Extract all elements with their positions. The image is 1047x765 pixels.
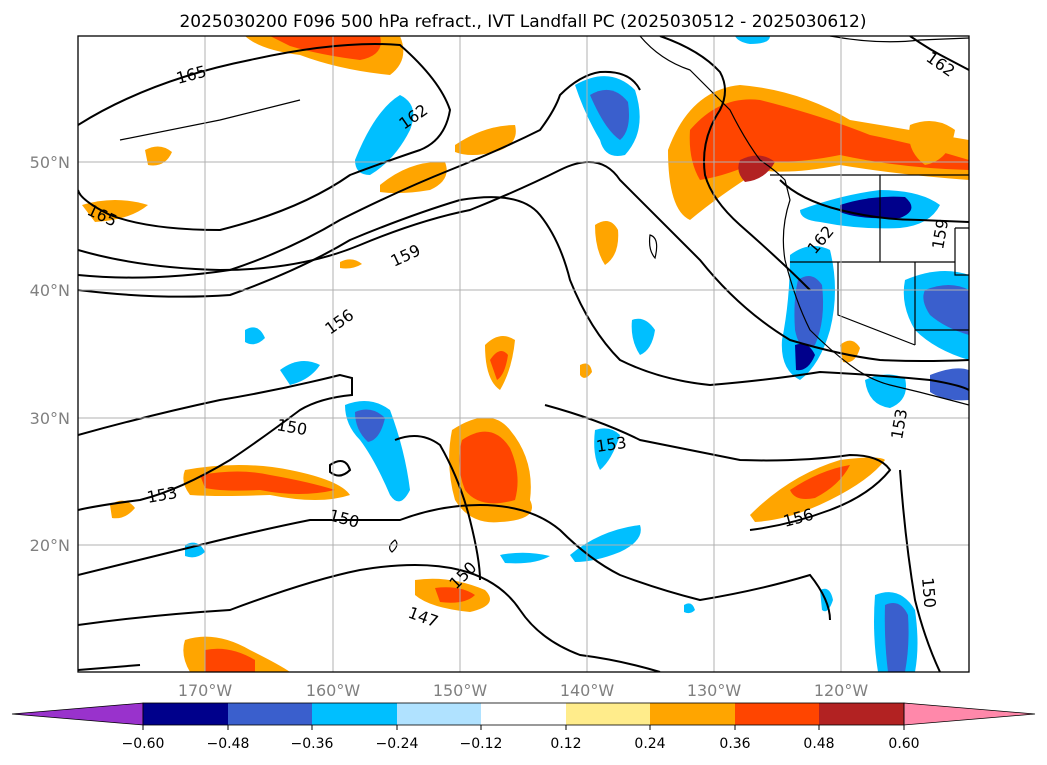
lon-label: 140°W <box>560 681 615 700</box>
colorbar-tick-label: 0.48 <box>803 736 834 752</box>
graticule <box>78 36 969 672</box>
colorbar-segment <box>312 703 397 725</box>
lon-label: 120°W <box>814 681 869 700</box>
colorbar-tick-label: 0.36 <box>719 736 750 752</box>
lat-label: 30°N <box>30 409 70 428</box>
colorbar-tick-label: 0.12 <box>550 736 581 752</box>
contour-label: 153 <box>595 433 628 456</box>
map-frame <box>77 35 970 673</box>
lon-label: 170°W <box>178 681 233 700</box>
colorbar-tick-label: 0.60 <box>888 736 919 752</box>
colorbar-segment <box>143 703 228 725</box>
lon-label: 130°W <box>687 681 742 700</box>
map-title: 2025030200 F096 500 hPa refract., IVT La… <box>179 12 866 32</box>
colorbar-tick-label: −0.36 <box>291 736 334 752</box>
colorbar-tick-label: −0.24 <box>376 736 419 752</box>
colorbar-tick-label: −0.12 <box>460 736 503 752</box>
lat-label: 40°N <box>30 281 70 300</box>
colorbar-segment <box>819 703 904 725</box>
colorbar-segment <box>397 703 481 725</box>
contour-lines <box>78 36 969 672</box>
lat-label: 20°N <box>30 536 70 555</box>
colorbar-segment <box>481 703 566 725</box>
colorbar-ticks <box>142 725 905 730</box>
lon-label: 160°W <box>306 681 361 700</box>
colorbar-tick-label: −0.60 <box>122 736 165 752</box>
contour-label: 150 <box>918 577 940 609</box>
colorbar-tick-label: −0.48 <box>207 736 250 752</box>
colorbar-segment <box>735 703 819 725</box>
latitude-labels: 50°N 40°N 30°N 20°N <box>30 153 70 555</box>
colorbar-segment <box>650 703 735 725</box>
lat-label: 50°N <box>30 153 70 172</box>
colorbar-frame <box>142 702 905 726</box>
colorbar-extend-high <box>903 702 1036 726</box>
coastlines <box>119 36 969 553</box>
colorbar-extend-low <box>11 702 144 726</box>
longitude-labels: 170°W 160°W 150°W 140°W 130°W 120°W <box>178 681 869 700</box>
map-panel: 165 165 162 162 162 159 159 156 156 153 … <box>77 35 970 673</box>
colorbar: −0.60 −0.48 −0.36 −0.24 −0.12 0.12 0.24 … <box>11 702 1036 752</box>
lon-label: 150°W <box>433 681 488 700</box>
colorbar-segment <box>228 703 312 725</box>
colorbar-tick-label: 0.24 <box>634 736 665 752</box>
colorbar-segment <box>566 703 650 725</box>
